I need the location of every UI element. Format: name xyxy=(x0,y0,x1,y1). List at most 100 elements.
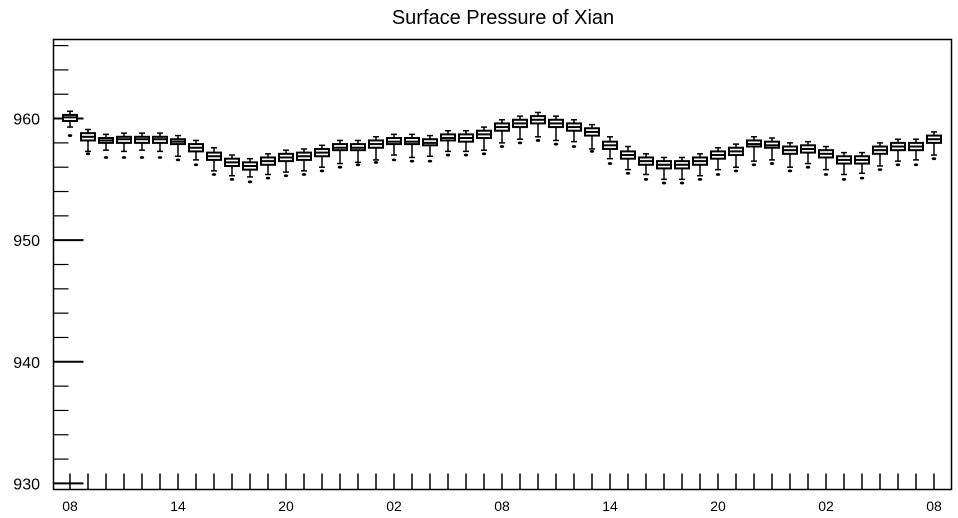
box-group xyxy=(152,132,168,159)
outlier-point xyxy=(319,169,325,173)
box-group xyxy=(584,123,600,153)
box-group xyxy=(62,110,78,137)
outlier-point xyxy=(571,145,577,148)
outlier-point xyxy=(661,181,667,185)
x-tick-label: 08 xyxy=(926,498,942,514)
x-tick-label: 14 xyxy=(170,498,186,514)
box-group xyxy=(638,153,654,181)
outlier-point xyxy=(589,149,595,153)
outlier-point xyxy=(409,159,415,163)
box-group xyxy=(422,134,438,163)
box-group xyxy=(890,138,906,167)
box-group xyxy=(620,145,636,175)
box-group xyxy=(602,136,618,165)
box-group xyxy=(224,154,240,181)
box-group xyxy=(98,133,114,159)
box-group xyxy=(836,151,852,181)
chart-title: Surface Pressure of Xian xyxy=(392,7,614,29)
outlier-point xyxy=(373,160,379,164)
box-group xyxy=(854,151,870,180)
box-group xyxy=(566,119,582,148)
outlier-point xyxy=(535,139,541,142)
box-group xyxy=(332,139,348,169)
outlier-point xyxy=(769,162,775,165)
outlier-point xyxy=(247,180,253,184)
outlier-point xyxy=(355,163,361,167)
box-group xyxy=(512,115,528,145)
box-group xyxy=(818,145,834,176)
box-group xyxy=(800,140,816,169)
outlier-point xyxy=(823,173,829,176)
x-tick-label: 08 xyxy=(62,498,78,514)
outlier-point xyxy=(553,142,559,146)
outlier-point xyxy=(337,165,343,169)
x-tick-label: 20 xyxy=(278,498,294,514)
outlier-point xyxy=(877,168,883,172)
plot-frame xyxy=(52,38,953,491)
box-group xyxy=(548,115,564,146)
outlier-point xyxy=(895,163,901,167)
box-group xyxy=(710,146,726,176)
box-group xyxy=(314,144,330,173)
x-tick-label: 20 xyxy=(710,498,726,514)
box-series xyxy=(62,110,942,185)
box-group xyxy=(872,142,888,172)
outlier-point xyxy=(715,173,721,176)
outlier-point xyxy=(913,163,919,167)
outlier-point xyxy=(139,156,145,159)
box-group xyxy=(188,139,204,167)
outlier-point xyxy=(733,169,739,173)
box-group xyxy=(134,132,150,159)
y-tick-label: 940 xyxy=(13,355,40,372)
outlier-point xyxy=(787,169,793,173)
outlier-point xyxy=(391,158,397,162)
outlier-point xyxy=(697,177,703,181)
outlier-point xyxy=(121,156,127,159)
outlier-point xyxy=(427,159,433,163)
box-group xyxy=(530,111,546,142)
box-group xyxy=(386,133,402,162)
box-group xyxy=(764,137,780,165)
box-group xyxy=(476,126,492,156)
box-group xyxy=(170,134,186,162)
box-group xyxy=(350,139,366,167)
outlier-point xyxy=(841,177,847,181)
box-group xyxy=(782,142,798,173)
y-axis: 930 940 950 960 xyxy=(13,44,84,493)
outlier-point xyxy=(751,163,757,167)
box-group xyxy=(278,149,294,178)
box-group xyxy=(458,129,474,157)
outlier-point xyxy=(499,145,505,148)
box-group xyxy=(746,136,762,167)
outlier-point xyxy=(85,152,91,156)
y-tick-label: 930 xyxy=(13,476,40,493)
outlier-point xyxy=(265,176,271,180)
box-group xyxy=(494,119,510,148)
x-tick-label: 02 xyxy=(818,498,834,514)
box-group xyxy=(260,153,276,180)
box-group xyxy=(296,148,312,176)
outlier-point xyxy=(283,174,289,178)
outlier-point xyxy=(859,176,865,180)
box-group xyxy=(926,131,942,161)
box-group xyxy=(80,128,96,156)
box-group xyxy=(116,132,132,159)
box-group xyxy=(440,129,456,157)
outlier-point xyxy=(679,181,685,185)
outlier-point xyxy=(805,165,811,169)
box-group xyxy=(908,138,924,167)
outlier-point xyxy=(607,162,613,165)
outlier-point xyxy=(175,158,181,162)
box-group xyxy=(692,153,708,181)
box-group xyxy=(404,133,420,163)
outlier-point xyxy=(643,177,649,181)
y-tick-label: 950 xyxy=(13,233,40,250)
box-group xyxy=(242,157,258,184)
x-axis: 08 14 20 02 08 14 20 02 08 xyxy=(62,473,942,514)
box-group xyxy=(656,156,672,185)
outlier-point xyxy=(463,153,469,157)
outlier-point xyxy=(301,173,307,176)
outlier-point xyxy=(229,177,235,181)
outlier-point xyxy=(157,156,163,159)
